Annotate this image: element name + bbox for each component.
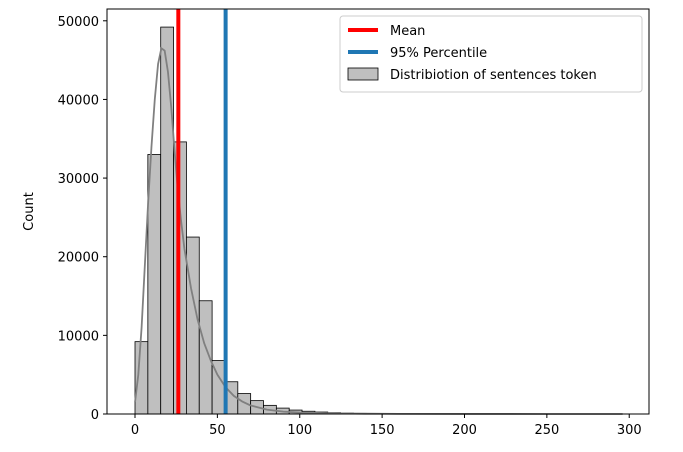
plot-area-frame <box>106 8 650 415</box>
histogram-bar-0 <box>134 341 149 415</box>
y-tick-label: 40000 <box>58 93 99 108</box>
legend-label-0: Mean <box>390 24 425 39</box>
x-tick-label: 150 <box>370 423 395 438</box>
x-tick-label: 300 <box>617 423 642 438</box>
y-tick-label: 50000 <box>58 15 99 30</box>
legend-box <box>339 15 643 93</box>
legend-items: Mean 95% Percentile Distribiotion of sente… <box>347 24 597 83</box>
histogram-bar-1 <box>147 154 162 415</box>
x-tick-label: 100 <box>287 423 312 438</box>
y-tick-label: 20000 <box>58 251 99 266</box>
kde-curve-layer <box>134 46 623 415</box>
kde-curve <box>134 46 623 415</box>
x-tick-label: 0 <box>131 423 139 438</box>
x-tick-label: 200 <box>452 423 477 438</box>
y-tick-label: 0 <box>91 408 99 423</box>
x-axis-ticks: 0 50 100 150 200 250 300 <box>131 414 642 438</box>
x-tick-label: 250 <box>534 423 559 438</box>
legend-label-2: Distribiotion of sentences token <box>390 68 597 83</box>
x-tick-label: 50 <box>209 423 226 438</box>
y-tick-label: 10000 <box>58 329 99 344</box>
histogram-bar-2 <box>160 26 174 415</box>
y-tick-label: 30000 <box>58 172 99 187</box>
y-axis-label: Count <box>22 192 37 231</box>
legend-swatch-2 <box>347 67 379 81</box>
legend: Mean 95% Percentile Distribiotion of sente… <box>339 15 643 93</box>
y-axis-ticks: 0 10000 20000 30000 40000 50000 <box>58 15 107 423</box>
histogram-bar-4 <box>186 236 200 415</box>
legend-label-1: 95% Percentile <box>390 46 487 61</box>
reference-lines <box>176 9 228 414</box>
